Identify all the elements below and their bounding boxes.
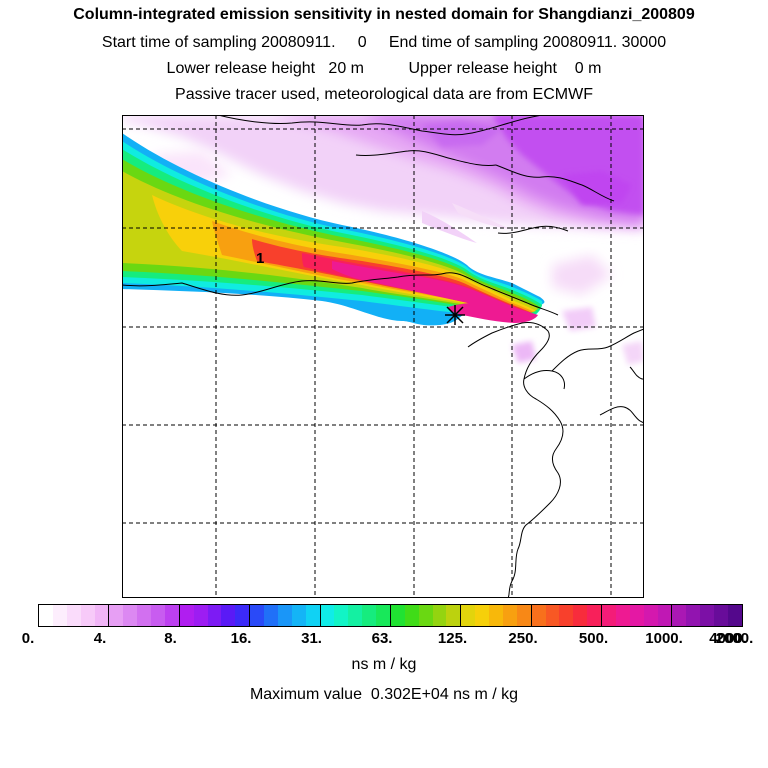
colorbar-tick-label: 1000.	[645, 630, 683, 647]
colorbar-segment	[432, 605, 447, 626]
graticule	[122, 115, 644, 598]
colorbar-segment	[80, 605, 95, 626]
colorbar-tick-label: 2000.	[715, 630, 754, 647]
colorbar-tick-label: 4.	[93, 630, 107, 647]
colorbar-tick-label: 500.	[578, 630, 609, 647]
colorbar-segment	[264, 605, 278, 626]
colorbar-segment	[320, 605, 335, 626]
plume-label: 1	[256, 250, 264, 267]
colorbar-segment	[516, 605, 532, 626]
colorbar-segment	[137, 605, 151, 626]
colorbar-segment	[334, 605, 349, 626]
colorbar-segment	[475, 605, 489, 626]
colorbar-segment	[573, 605, 588, 626]
colorbar-tick-label: 31.	[301, 630, 322, 647]
colorbar-segment	[221, 605, 236, 626]
colorbar	[38, 604, 743, 627]
figure-title: Column-integrated emission sensitivity i…	[73, 6, 695, 23]
colorbar-segment	[643, 605, 658, 626]
colorbar-tick-label: 0.	[21, 630, 35, 647]
colorbar-segment	[686, 605, 701, 626]
colorbar-segment	[559, 605, 574, 626]
colorbar-segment	[39, 605, 53, 626]
sensitivity-plume	[122, 133, 545, 326]
colorbar-segment	[151, 605, 165, 626]
colorbar-segment	[123, 605, 138, 626]
colorbar-segment	[193, 605, 208, 626]
colorbar-segment	[461, 605, 476, 626]
colorbar-segment	[362, 605, 376, 626]
colorbar-segment	[94, 605, 110, 626]
colorbar-tick-label: 8.	[164, 630, 177, 647]
colorbar-segment	[348, 605, 363, 626]
colorbar-segment	[587, 605, 602, 626]
colorbar-tick-label: 4000.	[709, 630, 747, 647]
colorbar-segment	[179, 605, 194, 626]
colorbar-segment	[52, 605, 67, 626]
receptor-star-icon	[445, 305, 465, 325]
colorbar-segment	[602, 605, 616, 626]
colorbar-segment	[250, 605, 264, 626]
colorbar-segment	[545, 605, 560, 626]
colorbar-segment	[66, 605, 81, 626]
colorbar-segment	[446, 605, 462, 626]
colorbar-segment	[657, 605, 673, 626]
colorbar-segment	[531, 605, 546, 626]
colorbar-segment	[418, 605, 433, 626]
colorbar-segment	[700, 605, 714, 626]
colorbar-tick-label: 63.	[371, 630, 393, 647]
colorbar-segment	[207, 605, 222, 626]
colorbar-segment	[714, 605, 728, 626]
colorbar-segment	[109, 605, 124, 626]
colorbar-segment	[376, 605, 391, 626]
release-height-line: Lower release height 20 m Upper release …	[166, 60, 602, 77]
colorbar-tick-label: 16.	[230, 630, 252, 647]
colorbar-segment	[502, 605, 517, 626]
colorbar-segment	[305, 605, 321, 626]
tracer-info-line: Passive tracer used, meteorological data…	[175, 86, 593, 103]
sampling-time-line: Start time of sampling 20080911. 0 End t…	[101, 34, 667, 51]
colorbar-segment	[390, 605, 405, 626]
colorbar-segment	[235, 605, 251, 626]
colorbar-tick-labels: 0. 4. 8. 16. 31. 63. 125. 250. 500. 1000. 2000. 400…	[0, 630, 768, 652]
colorbar-tick-label: 250.	[508, 630, 538, 647]
map-panel: 1	[122, 115, 644, 598]
colorbar-segment	[164, 605, 180, 626]
colorbar-segment	[291, 605, 306, 626]
colorbar-tick-label: 125.	[437, 630, 468, 647]
colorbar-segment	[672, 605, 687, 626]
colorbar-segment	[615, 605, 630, 626]
colorbar-segment	[277, 605, 292, 626]
colorbar-segment	[489, 605, 503, 626]
colorbar-units: ns m / kg	[351, 656, 417, 673]
maximum-value-text: Maximum value 0.302E+04 ns m / kg	[249, 686, 519, 703]
colorbar-segment	[727, 605, 742, 626]
colorbar-segment	[404, 605, 419, 626]
colorbar-segment	[629, 605, 644, 626]
